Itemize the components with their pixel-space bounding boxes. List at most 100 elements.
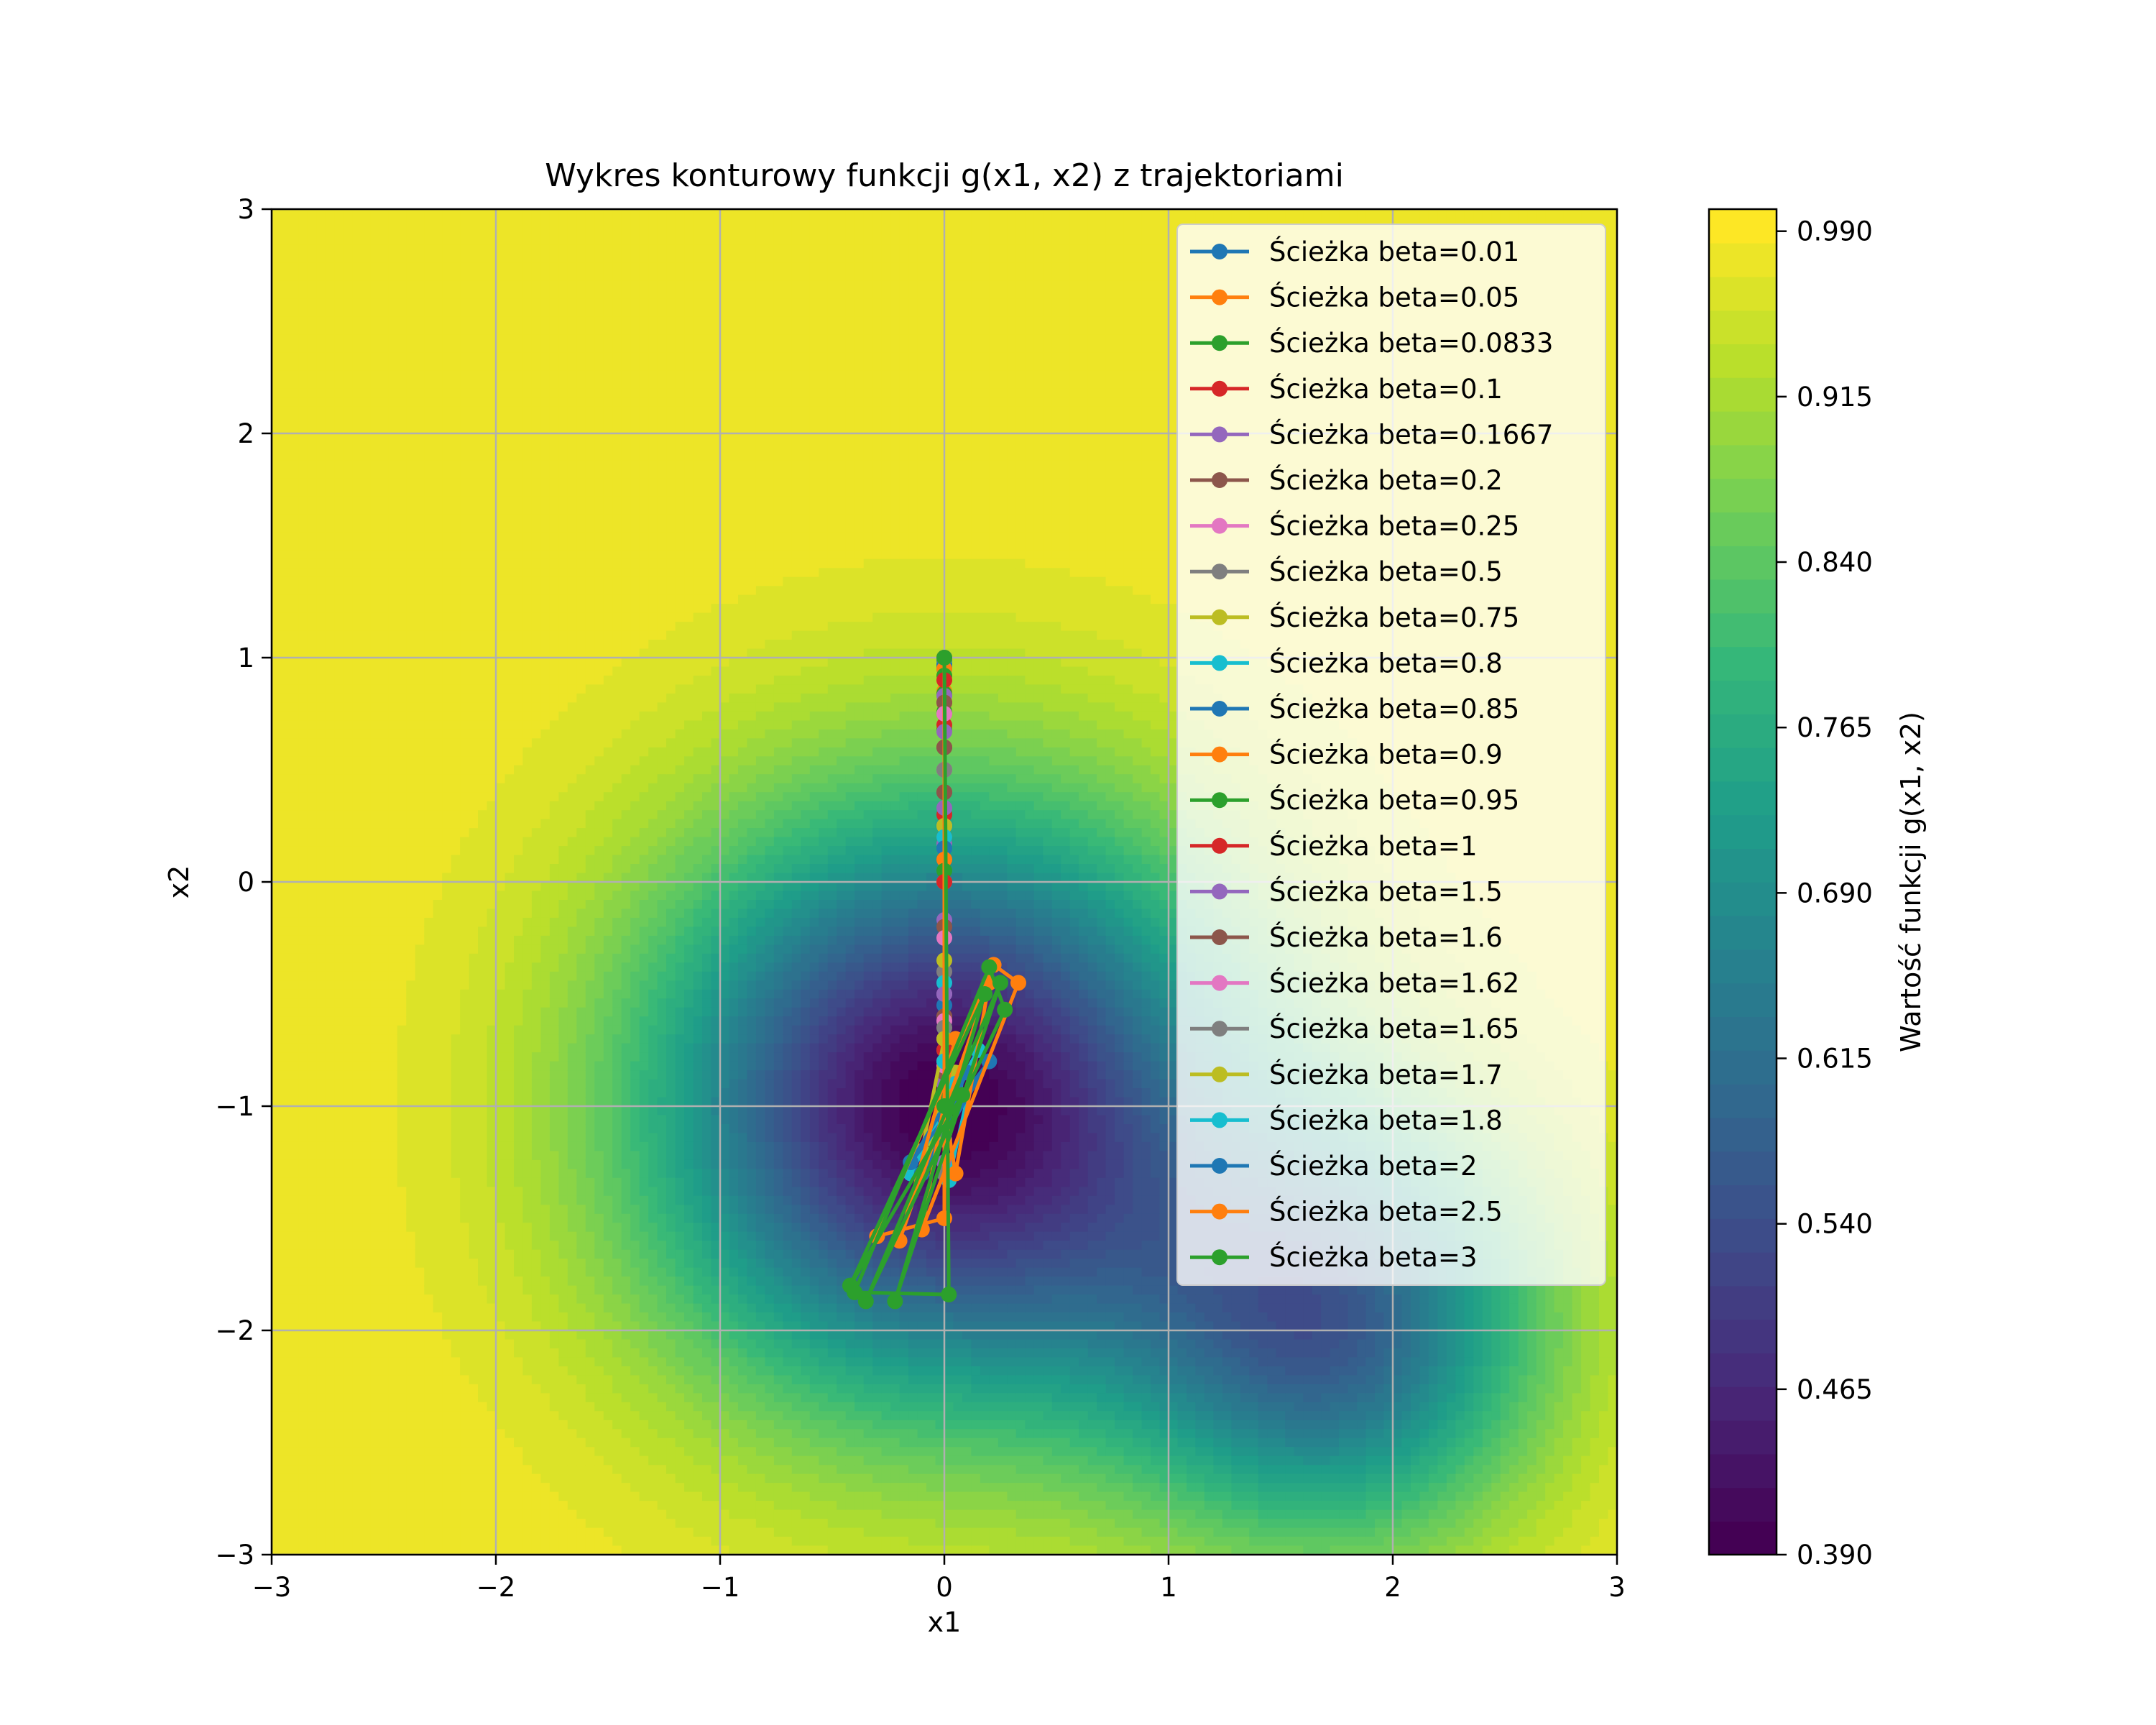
contour-cell (352, 1116, 361, 1125)
contour-cell (505, 604, 515, 613)
contour-cell (433, 1160, 443, 1169)
contour-cell (388, 218, 397, 228)
contour-cell (522, 1357, 532, 1366)
contour-cell (406, 523, 415, 533)
contour-cell (326, 1474, 335, 1484)
contour-cell (352, 1259, 361, 1268)
contour-cell (540, 425, 550, 434)
contour-cell (344, 227, 353, 236)
contour-cell (478, 891, 487, 901)
contour-cell (522, 1546, 532, 1555)
contour-cell (334, 380, 344, 389)
contour-cell (415, 864, 425, 873)
contour-cell (415, 980, 425, 990)
contour-cell (451, 855, 461, 865)
contour-cell (460, 1384, 469, 1394)
contour-cell (451, 389, 461, 398)
contour-cell (344, 335, 353, 344)
contour-cell (334, 1142, 344, 1151)
contour-cell (406, 882, 415, 891)
contour-cell (505, 1034, 515, 1044)
contour-cell (370, 1088, 379, 1098)
contour-cell (568, 344, 577, 353)
contour-cell (550, 1456, 559, 1466)
contour-cell (344, 819, 353, 829)
contour-cell (496, 684, 505, 694)
contour-cell (505, 765, 515, 775)
contour-cell (505, 335, 515, 344)
contour-cell (415, 505, 425, 515)
contour-cell (397, 1044, 407, 1053)
contour-cell (514, 1348, 523, 1358)
contour-cell (388, 810, 397, 819)
contour-cell (424, 1232, 433, 1241)
contour-cell (397, 918, 407, 927)
contour-cell (370, 1044, 379, 1053)
contour-cell (487, 1384, 497, 1394)
contour-cell (361, 640, 371, 649)
contour-cell (433, 1357, 443, 1366)
contour-cell (334, 622, 344, 631)
contour-cell (469, 1340, 479, 1349)
contour-cell (460, 1474, 469, 1484)
contour-cell (344, 801, 353, 811)
contour-cell (361, 1286, 371, 1295)
contour-cell (532, 568, 541, 577)
contour-cell (334, 990, 344, 999)
contour-cell (406, 819, 415, 829)
contour-cell (532, 1519, 541, 1528)
contour-cell (326, 640, 335, 649)
contour-cell (460, 1411, 469, 1420)
contour-cell (361, 1429, 371, 1438)
contour-cell (290, 532, 299, 541)
contour-cell (326, 1142, 335, 1151)
contour-cell (308, 738, 317, 748)
contour-cell (469, 891, 479, 901)
contour-cell (550, 720, 559, 730)
contour-cell (415, 1492, 425, 1501)
contour-cell (370, 218, 379, 228)
contour-cell (540, 496, 550, 505)
contour-cell (478, 1223, 487, 1232)
contour-cell (540, 1456, 550, 1466)
contour-cell (352, 577, 361, 586)
contour-cell (326, 926, 335, 936)
contour-cell (316, 1160, 326, 1169)
contour-cell (352, 469, 361, 479)
contour-cell (568, 496, 577, 505)
contour-cell (558, 1366, 568, 1376)
contour-cell (316, 864, 326, 873)
contour-cell (388, 362, 397, 371)
contour-cell (522, 1384, 532, 1394)
contour-cell (469, 1151, 479, 1160)
contour-cell (532, 371, 541, 380)
contour-cell (460, 828, 469, 837)
contour-cell (522, 765, 532, 775)
contour-cell (298, 1276, 308, 1286)
contour-cell (540, 810, 550, 819)
contour-cell (290, 1465, 299, 1474)
contour-cell (397, 738, 407, 748)
contour-cell (460, 443, 469, 452)
contour-cell (532, 1196, 541, 1205)
contour-cell (532, 631, 541, 640)
contour-cell (388, 407, 397, 416)
contour-cell (406, 308, 415, 317)
contour-cell (388, 272, 397, 281)
contour-cell (308, 550, 317, 559)
contour-cell (352, 550, 361, 559)
contour-cell (290, 1223, 299, 1232)
contour-cell (316, 918, 326, 927)
contour-cell (415, 1062, 425, 1071)
contour-cell (532, 1232, 541, 1241)
contour-cell (361, 926, 371, 936)
contour-cell (532, 1402, 541, 1412)
contour-cell (442, 1322, 451, 1331)
contour-cell (451, 532, 461, 541)
contour-cell (281, 1034, 290, 1044)
contour-cell (308, 1133, 317, 1142)
contour-cell (406, 765, 415, 775)
contour-cell (415, 658, 425, 667)
contour-cell (540, 290, 550, 299)
contour-cell (487, 1420, 497, 1430)
